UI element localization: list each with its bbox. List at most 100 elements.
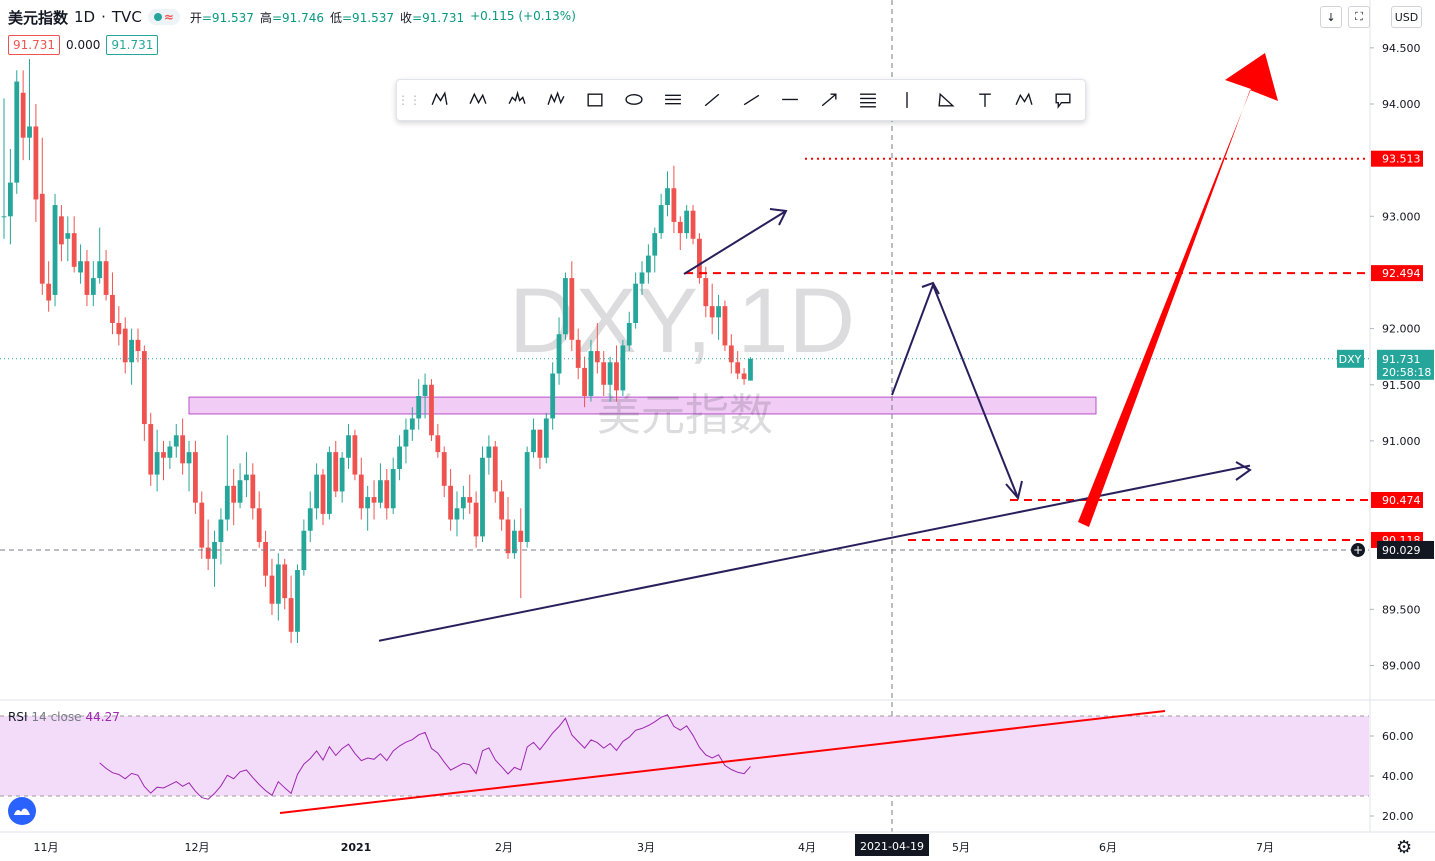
add-alert-icon-plus: +	[1353, 543, 1363, 557]
crosshair-date-label: 2021-04-19	[860, 840, 924, 853]
vertical-line-icon[interactable]	[887, 83, 926, 117]
candle-body	[39, 193, 45, 284]
candle-body	[575, 339, 581, 368]
tradingview-logo-icon[interactable]	[8, 797, 36, 825]
triangle-icon[interactable]	[926, 83, 965, 117]
candle-body	[384, 480, 390, 509]
crosshair-price-box	[1377, 540, 1434, 559]
candle-body	[59, 216, 64, 245]
price-tick-label: 89.000	[1382, 660, 1421, 673]
rsi-tick-label: 60.00	[1382, 730, 1414, 743]
price-level-label: 92.494	[1382, 267, 1421, 280]
candle-body	[473, 502, 479, 537]
gear-icon[interactable]: ⚙	[1396, 837, 1413, 858]
arrow-icon[interactable]	[809, 83, 848, 117]
candle-body	[390, 468, 396, 509]
rectangle-icon[interactable]	[575, 83, 614, 117]
ray-icon[interactable]	[731, 83, 770, 117]
candle-body	[505, 519, 511, 554]
bullish-arrow	[1078, 53, 1278, 527]
interval[interactable]: 1D	[74, 8, 96, 26]
candle-body	[244, 474, 249, 481]
countdown-label: 20:58:18	[1382, 366, 1431, 379]
candle-body	[409, 418, 415, 430]
candle-body	[269, 575, 275, 604]
currency-button[interactable]: USD	[1391, 6, 1422, 28]
candle-body	[71, 233, 77, 267]
fullscreen-icon[interactable]: ⛶	[1348, 6, 1370, 28]
callout-icon[interactable]	[1043, 83, 1082, 117]
candle-body	[7, 182, 13, 217]
candle-body	[263, 541, 268, 576]
candle-body	[103, 261, 109, 295]
symbol-title[interactable]: 美元指数	[8, 8, 69, 27]
buy-button[interactable]: 91.731	[106, 35, 159, 55]
time-tick-label: 2021	[341, 841, 372, 854]
abcd-pattern-icon[interactable]	[1004, 83, 1043, 117]
time-tick-label: 2月	[495, 841, 513, 854]
candle-body	[256, 508, 262, 542]
candle-body	[135, 339, 141, 352]
cypher-pattern-icon[interactable]	[458, 83, 497, 117]
parallel-channel-icon[interactable]	[848, 83, 887, 117]
spread-value: 0.000	[66, 38, 101, 52]
candle-body	[403, 429, 409, 447]
candle-body	[512, 530, 517, 554]
candle-body	[282, 564, 288, 599]
price-level-box	[1371, 265, 1423, 282]
candle-body	[84, 261, 90, 295]
candle-body	[250, 474, 256, 509]
market-status-pill[interactable]: ≈	[147, 9, 180, 25]
candle-body	[492, 446, 498, 492]
trend-line-icon[interactable]	[692, 83, 731, 117]
sell-button[interactable]: 91.731	[8, 35, 60, 55]
candle-body	[499, 491, 505, 520]
candle-body	[352, 435, 358, 475]
fib-retracement-icon[interactable]	[653, 83, 692, 117]
candle-body	[33, 126, 39, 200]
last-price-label-box	[1377, 349, 1434, 380]
ellipse-icon[interactable]	[614, 83, 653, 117]
candle-body	[231, 485, 237, 503]
horizontal-line-icon[interactable]	[770, 83, 809, 117]
time-tick-label: 4月	[798, 841, 816, 854]
rsi-label[interactable]: RSI	[8, 710, 28, 724]
candle-body	[703, 278, 709, 307]
chart-header: 美元指数 1D · TVC ≈ 开=91.537 高=91.746 低=91.5…	[8, 8, 576, 27]
rsi-trendline	[279, 710, 1166, 814]
candle-body	[371, 497, 377, 503]
candle-body	[748, 358, 753, 381]
crosshair-price-label: 90.029	[1382, 544, 1421, 557]
rsi-legend: RSI 14 close 44.27	[8, 710, 120, 724]
projected-peak-marker	[921, 281, 940, 295]
projected-path	[891, 282, 1019, 499]
candle-body	[110, 294, 115, 323]
elliott-wave-icon[interactable]	[536, 83, 575, 117]
candle-body	[307, 508, 313, 531]
toolbar-grip-icon[interactable]: ⋮⋮	[397, 93, 421, 107]
candle-body	[697, 238, 702, 279]
candlestick-series	[1, 59, 753, 644]
download-icon[interactable]: ↓	[1320, 6, 1342, 28]
candle-body	[543, 418, 549, 458]
price-tick-label: 89.500	[1382, 603, 1421, 616]
candle-body	[27, 126, 32, 138]
text-icon[interactable]	[965, 83, 1004, 117]
xabcd-pattern-icon[interactable]	[419, 83, 458, 117]
candle-body	[237, 480, 243, 503]
candle-body	[416, 395, 422, 419]
candle-body	[460, 497, 466, 509]
candle-body	[186, 452, 192, 464]
candle-body	[129, 339, 134, 363]
candle-body	[90, 278, 96, 295]
candle-body	[531, 429, 536, 453]
candle-body	[122, 328, 128, 363]
candle-body	[524, 452, 530, 542]
candle-body	[224, 485, 230, 520]
head-shoulders-icon[interactable]	[497, 83, 536, 117]
drawing-toolbar: ⋮⋮	[396, 79, 1086, 121]
candle-body	[582, 367, 587, 396]
add-alert-icon: +	[1351, 542, 1365, 557]
candle-body	[716, 306, 721, 318]
